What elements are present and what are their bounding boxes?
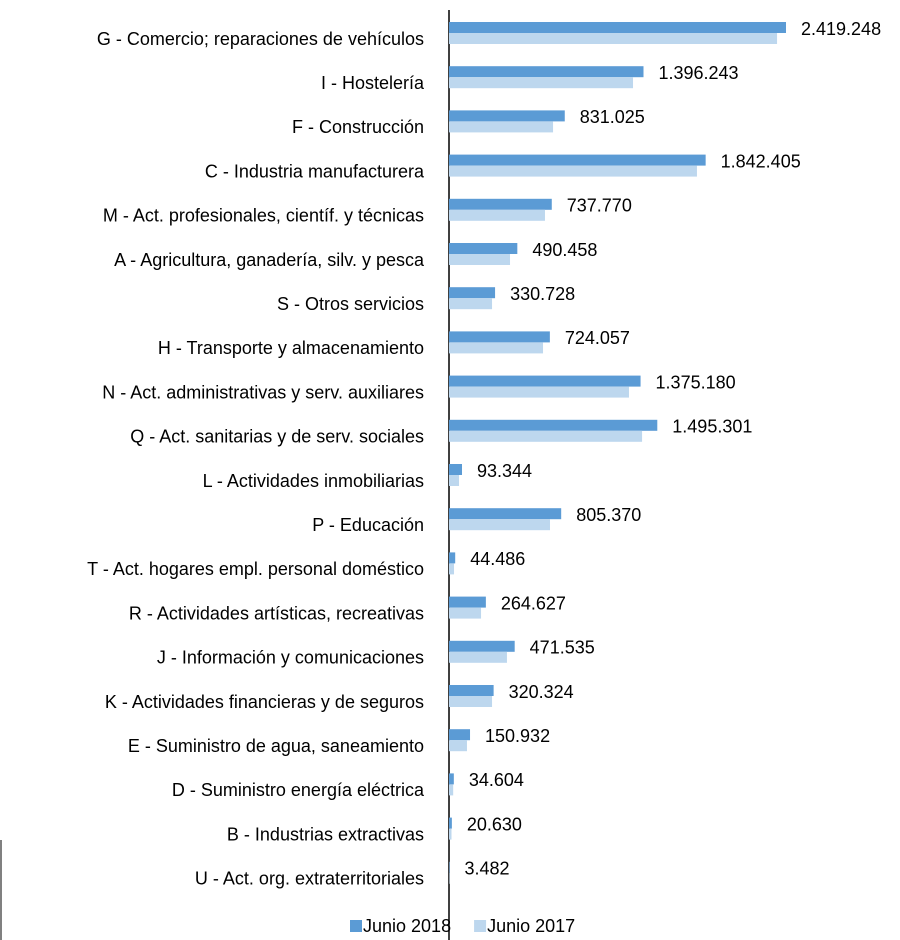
category-label: D - Suministro energía eléctrica: [172, 780, 425, 800]
bar: [449, 475, 460, 486]
bar: [449, 563, 455, 575]
value-label: 264.627: [501, 593, 566, 613]
value-label: 1.375.180: [656, 372, 736, 392]
category-label: J - Información y comunicaciones: [157, 648, 424, 668]
legend-swatch: [350, 920, 362, 932]
category-label: I - Hostelería: [321, 73, 425, 93]
value-label: 737.770: [567, 196, 632, 216]
category-label: G - Comercio; reparaciones de vehículos: [97, 29, 424, 49]
bar: [449, 651, 507, 663]
bar: [449, 817, 452, 829]
value-label: 320.324: [509, 682, 574, 702]
bar: [449, 784, 454, 796]
bar: [449, 209, 545, 221]
bar: [449, 464, 463, 475]
bar: [449, 121, 554, 133]
category-label: H - Transporte y almacenamiento: [158, 338, 424, 358]
value-label: 724.057: [565, 328, 630, 348]
value-label: 1.842.405: [721, 151, 801, 171]
category-label: L - Actividades inmobiliarias: [203, 471, 424, 491]
bar: [449, 740, 467, 752]
bar: [449, 198, 552, 210]
bar: [449, 430, 643, 442]
bar: [449, 154, 706, 166]
category-label: S - Otros servicios: [277, 294, 424, 314]
legend-label: Junio 2017: [487, 916, 575, 936]
category-label: R - Actividades artísticas, recreativas: [129, 603, 424, 623]
category-label: P - Educación: [312, 515, 424, 535]
value-label: 20.630: [467, 814, 522, 834]
bar: [449, 729, 471, 741]
category-label: B - Industrias extractivas: [227, 824, 424, 844]
bar: [449, 66, 644, 78]
value-label: 330.728: [510, 284, 575, 304]
value-label: 490.458: [532, 240, 597, 260]
value-label: 44.486: [470, 549, 525, 569]
category-label: F - Construcción: [292, 117, 424, 137]
bar: [449, 508, 562, 520]
bar: [449, 685, 494, 696]
category-label: T - Act. hogares empl. personal doméstic…: [87, 559, 424, 579]
bar: [449, 640, 515, 652]
legend-swatch: [474, 920, 487, 932]
value-label: 1.495.301: [672, 417, 752, 437]
category-label: U - Act. org. extraterritoriales: [195, 869, 424, 889]
bar: [449, 386, 629, 398]
bar: [449, 298, 493, 310]
bar: [449, 773, 454, 785]
bar: [449, 375, 641, 387]
bar: [449, 607, 482, 619]
value-label: 805.370: [576, 505, 641, 525]
value-label: 471.535: [530, 638, 595, 658]
category-label: E - Suministro de agua, saneamiento: [128, 736, 424, 756]
value-label: 93.344: [477, 461, 532, 481]
bar: [449, 519, 550, 531]
bar: [449, 331, 550, 343]
value-label: 831.025: [580, 107, 645, 127]
bar: [449, 110, 565, 122]
bar: [449, 552, 456, 564]
bar: [449, 419, 658, 431]
bar: [449, 254, 511, 265]
category-label: Q - Act. sanitarias y de serv. sociales: [130, 427, 424, 447]
value-label: 34.604: [469, 770, 524, 790]
category-label: C - Industria manufacturera: [205, 161, 425, 181]
value-label: 2.419.248: [801, 19, 881, 39]
bar: [449, 828, 452, 840]
bar: [449, 342, 544, 354]
bar: [449, 165, 697, 177]
category-label: A - Agricultura, ganadería, silv. y pesc…: [114, 250, 425, 270]
bar: [449, 287, 496, 299]
category-label: K - Actividades financieras y de seguros: [105, 692, 424, 712]
bar: [449, 77, 634, 89]
bar: [449, 696, 493, 707]
bar: [449, 243, 518, 254]
bar: [449, 22, 786, 33]
legend-label: Junio 2018: [363, 916, 451, 936]
bar: [449, 33, 778, 44]
value-label: 1.396.243: [658, 63, 738, 83]
category-label: M - Act. profesionales, científ. y técni…: [103, 206, 424, 226]
category-label: N - Act. administrativas y serv. auxilia…: [102, 382, 424, 402]
bar: [449, 596, 486, 608]
value-label: 150.932: [485, 726, 550, 746]
value-label: 3.482: [464, 859, 509, 879]
